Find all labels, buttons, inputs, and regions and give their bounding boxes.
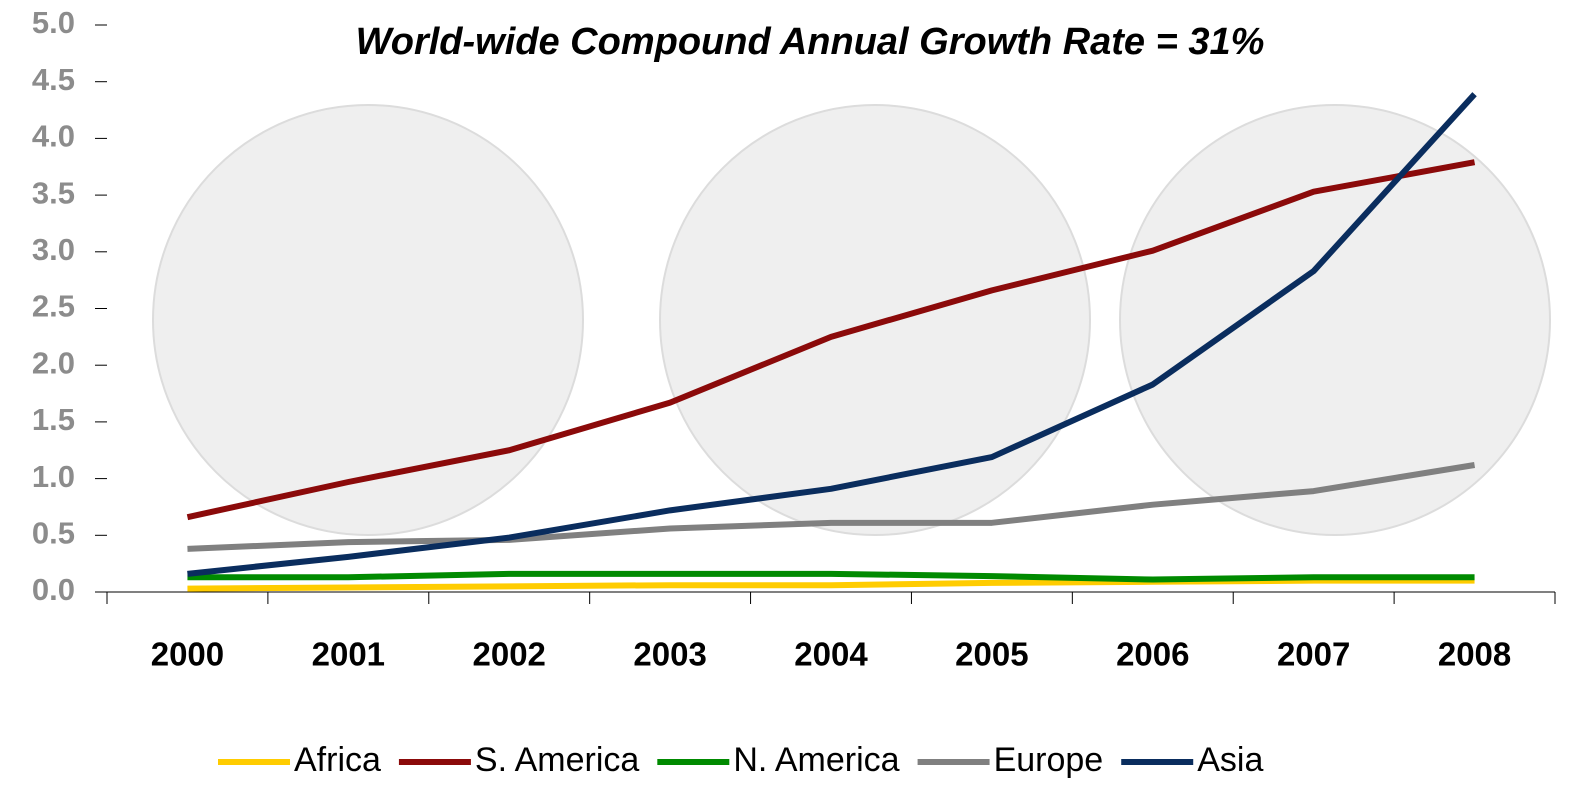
series-line [187, 92, 1477, 577]
legend-label: S. America [475, 741, 639, 779]
x-tick-label: 2005 [955, 636, 1028, 673]
series-line [186, 159, 1476, 521]
series-line [187, 462, 1476, 552]
legend-label: Asia [1197, 741, 1263, 779]
series-line [187, 570, 1475, 583]
y-tick-label: 0.5 [32, 515, 75, 550]
x-tick-label: 2004 [794, 636, 868, 673]
x-tick-label: 2003 [633, 636, 706, 673]
legend-label: Africa [294, 741, 381, 779]
x-tick-label: 2000 [151, 636, 224, 673]
series-line [187, 577, 1475, 592]
y-tick-label: 3.5 [32, 175, 75, 210]
legend-label: N. America [733, 741, 899, 779]
y-tick-label: 1.0 [32, 459, 75, 494]
y-tick-label: 2.5 [32, 289, 75, 324]
y-tick-label: 2.0 [32, 345, 75, 380]
y-tick-label: 3.0 [32, 232, 75, 267]
x-tick-label: 2002 [473, 636, 546, 673]
legend-label: Europe [994, 741, 1104, 779]
y-tick-label: 4.0 [32, 119, 75, 154]
y-tick-label: 5.0 [32, 5, 75, 40]
x-tick-label: 2007 [1277, 636, 1350, 673]
x-tick-label: 2001 [312, 636, 385, 673]
globe-background [152, 104, 1551, 536]
chart-title: World-wide Compound Annual Growth Rate =… [356, 21, 1265, 63]
x-tick-label: 2008 [1438, 636, 1511, 673]
y-tick-label: 0.0 [32, 572, 75, 607]
y-tick-label: 4.5 [32, 62, 75, 97]
x-tick-label: 2006 [1116, 636, 1189, 673]
y-tick-label: 1.5 [32, 402, 75, 437]
